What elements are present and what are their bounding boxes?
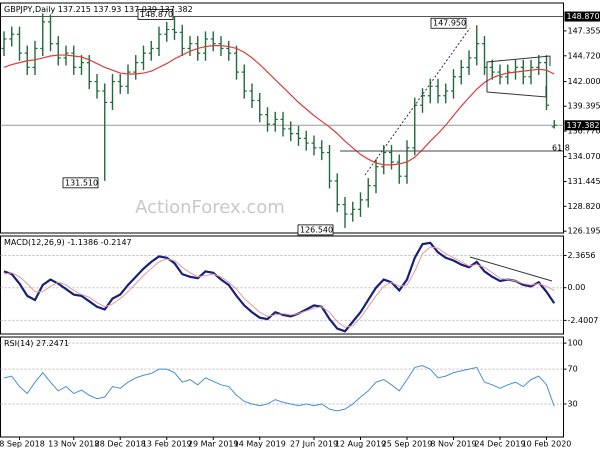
watermark: ActionForex.com <box>135 197 285 218</box>
line-series <box>3 365 555 412</box>
x-tick-label: 14 May 2019 <box>234 440 286 449</box>
annotation-box <box>297 224 334 236</box>
panel-frame <box>0 336 564 438</box>
annotation-box <box>62 177 99 189</box>
y-tick-label: 30 <box>568 399 578 408</box>
y-tick-label: 147.355 <box>568 26 600 35</box>
y-tick-label: 126.195 <box>568 227 600 236</box>
x-tick-label: 12 Aug 2019 <box>335 440 386 449</box>
panel-frame <box>0 235 564 335</box>
x-tick-label: 8 Nov 2019 <box>430 440 476 449</box>
y-tick-label: 131.445 <box>568 177 600 186</box>
x-tick-label: 29 Mar 2019 <box>188 440 239 449</box>
line-series <box>3 241 556 333</box>
annotation-box <box>137 9 174 20</box>
last-price-label-box <box>564 120 600 131</box>
x-tick-label: 25 Sep 2019 <box>382 440 433 449</box>
y-tick-label: 0.00 <box>568 283 586 292</box>
annotation-box <box>430 17 467 29</box>
last-price-label: 137.382 <box>567 121 600 130</box>
x-tick-label: 10 Feb 2020 <box>522 440 572 449</box>
annotation-label: 126.540 <box>300 225 333 234</box>
price-header: GBPJPY,Daily 137.215 137.93 137.039 137.… <box>4 5 193 14</box>
y-tick-label: 100 <box>568 339 583 348</box>
annotation-label: 148.870 <box>140 10 173 19</box>
channel-top <box>486 55 551 92</box>
y-tick-label: 136.770 <box>568 127 600 136</box>
rsi-header: RSI(14) 27.2471 <box>4 339 69 348</box>
y-tick-label: -2.4007 <box>568 316 599 325</box>
high-label-box <box>564 11 600 22</box>
high-label: 148.870 <box>567 12 600 21</box>
x-tick-label: 13 Nov 2018 <box>48 440 99 449</box>
x-tick-label: 24 Dec 2019 <box>474 440 525 449</box>
x-tick-label: 27 Jun 2019 <box>290 440 338 449</box>
macd-trend-line <box>469 256 553 282</box>
y-tick-label: 134.070 <box>568 152 600 161</box>
x-tick-label: 13 Feb 2019 <box>142 440 192 449</box>
fib-label: 61.8 <box>552 144 570 153</box>
panel-frame <box>0 2 564 234</box>
y-tick-label: 139.395 <box>568 102 600 111</box>
channel-bottom <box>486 86 547 98</box>
y-tick-label: 142.000 <box>568 77 600 86</box>
line-series <box>3 44 555 166</box>
y-tick-label: 144.720 <box>568 51 600 60</box>
x-tick-label: 28 Sep 2018 <box>0 440 45 449</box>
macd-header: MACD(12,26,9) -1.1386 -0.2147 <box>4 238 132 247</box>
x-tick-label: 28 Dec 2018 <box>95 440 146 449</box>
line-series <box>3 246 555 328</box>
annotation-label: 147.950 <box>433 19 466 28</box>
y-tick-label: 128.820 <box>568 202 600 211</box>
annotation-label: 131.510 <box>65 178 98 187</box>
y-tick-label: 2.3656 <box>568 251 596 260</box>
y-tick-label: 70 <box>568 365 578 374</box>
